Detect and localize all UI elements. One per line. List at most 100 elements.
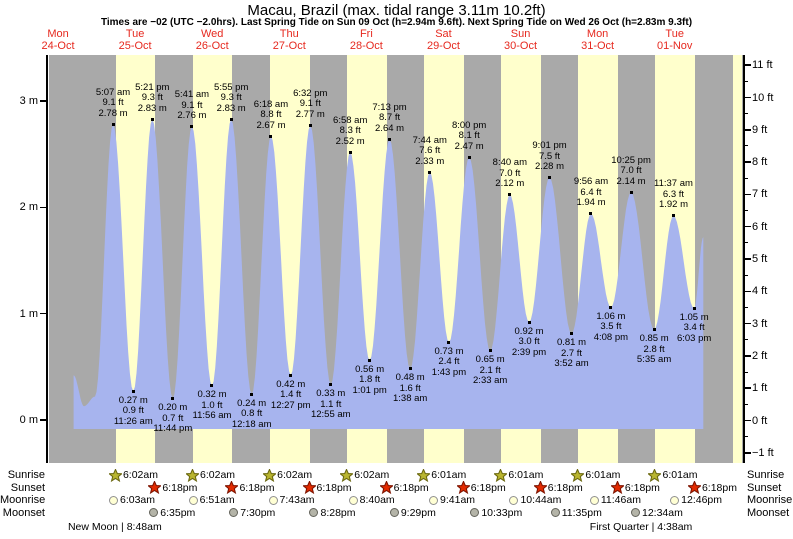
sunset-marker: 6:18pm bbox=[456, 481, 506, 495]
tide-high-label: 6:32 pm 9.1 ft 2.77 m bbox=[293, 87, 328, 120]
y-right-tick-label: 6 ft bbox=[752, 220, 768, 233]
tide-low-marker bbox=[652, 328, 656, 332]
y-right-tick bbox=[744, 129, 751, 131]
moonset-icon bbox=[149, 508, 159, 517]
tide-high-marker bbox=[671, 214, 675, 218]
moonrise-icon bbox=[268, 495, 278, 505]
sunset-time: 6:18pm bbox=[624, 481, 660, 494]
tide-high-label: 6:18 am 8.8 ft 2.67 m bbox=[253, 98, 289, 131]
day-name: Tue bbox=[125, 28, 145, 40]
tide-low-marker bbox=[171, 397, 175, 401]
row-label-right: Sunrise bbox=[747, 469, 785, 481]
y-right-tick-label: 10 ft bbox=[752, 91, 774, 104]
tide-low-label: 0.65 m 2.1 ft 2:33 am bbox=[473, 354, 508, 387]
tide-high-marker bbox=[150, 117, 154, 121]
tide-low-marker bbox=[131, 389, 135, 393]
sunset-marker: 6:18pm bbox=[302, 481, 352, 495]
y-right-minor-tick bbox=[744, 403, 748, 405]
tide-high-marker bbox=[229, 117, 233, 121]
day-date: 28-Oct bbox=[349, 39, 383, 52]
sunrise-marker: 6:02am bbox=[108, 468, 158, 482]
moonrise-marker: 12:46pm bbox=[670, 493, 722, 507]
sunset-marker: 6:18pm bbox=[687, 481, 737, 495]
moonset-marker: 8:28pm bbox=[309, 506, 356, 520]
day-date: 01-Nov bbox=[656, 39, 693, 52]
tide-high-marker bbox=[190, 125, 194, 129]
y-right-minor-tick bbox=[744, 145, 748, 147]
tide-high-label: 9:56 am 6.4 ft 1.94 m bbox=[573, 176, 609, 209]
tide-high-marker bbox=[111, 122, 115, 126]
sunset-icon bbox=[687, 481, 701, 494]
sunset-marker: 6:18pm bbox=[533, 481, 583, 495]
tide-low-label: 0.42 m 1.4 ft 12:27 pm bbox=[270, 378, 311, 411]
tide-low-marker bbox=[329, 383, 333, 387]
tide-low-label: 1.06 m 3.5 ft 4:08 pm bbox=[593, 310, 629, 343]
moonset-icon bbox=[630, 508, 640, 517]
tide-high-label: 5:07 am 9.1 ft 2.78 m bbox=[95, 86, 131, 119]
tide-low-label: 0.73 m 2.4 ft 1:43 pm bbox=[431, 345, 467, 378]
y-left-tick-label: 1 m bbox=[19, 307, 38, 320]
sunset-time: 6:18pm bbox=[701, 481, 737, 494]
y-right-tick-label: 1 ft bbox=[752, 382, 768, 395]
moonset-time: 11:35pm bbox=[561, 506, 602, 519]
moonset-icon bbox=[389, 508, 399, 517]
moonrise-icon bbox=[109, 495, 118, 505]
tide-high-marker bbox=[508, 193, 512, 197]
moonrise-marker: 6:51am bbox=[188, 493, 235, 507]
moonset-marker: 10:33pm bbox=[470, 506, 522, 520]
tide-high-marker bbox=[548, 176, 551, 180]
sunset-time: 6:18pm bbox=[470, 481, 506, 494]
day-name: Sun bbox=[510, 28, 531, 40]
moonrise-marker: 8:40am bbox=[348, 493, 395, 507]
sunset-time: 6:18pm bbox=[239, 481, 275, 494]
tide-high-marker bbox=[348, 150, 352, 154]
row-label-left: Sunset bbox=[10, 481, 45, 494]
y-right-tick bbox=[744, 64, 751, 66]
moon-phase-note: First Quarter | 4:38am bbox=[589, 521, 693, 533]
moonrise-time: 7:43am bbox=[279, 494, 315, 506]
moonrise-time: 6:51am bbox=[199, 494, 235, 506]
tide-high-marker bbox=[428, 170, 432, 174]
moonrise-icon bbox=[509, 495, 519, 505]
tide-low-marker bbox=[692, 306, 696, 310]
day-date: 25-Oct bbox=[118, 39, 152, 52]
y-right-tick-label: 4 ft bbox=[752, 285, 768, 298]
y-right-tick-label: −1 ft bbox=[752, 446, 774, 459]
sunrise-time: 6:02am bbox=[122, 469, 158, 481]
moonset-marker: 12:34am bbox=[630, 506, 683, 520]
moonrise-marker: 7:43am bbox=[268, 493, 315, 507]
moonset-time: 9:29pm bbox=[400, 506, 436, 519]
moonset-time: 8:28pm bbox=[320, 506, 356, 519]
moonrise-time: 12:46pm bbox=[681, 494, 723, 506]
y-right-tick bbox=[744, 96, 751, 99]
y-right-tick bbox=[744, 225, 751, 228]
tide-area-path bbox=[73, 119, 704, 429]
y-left-tick bbox=[39, 100, 46, 102]
y-left-tick-label: 0 m bbox=[19, 414, 38, 426]
day-date: 26-Oct bbox=[195, 39, 229, 52]
day-date: 24-Oct bbox=[41, 39, 75, 52]
moon-phase-note: New Moon | 8:48am bbox=[67, 521, 162, 533]
y-left-tick bbox=[39, 419, 46, 421]
y-right-tick-label: 7 ft bbox=[752, 188, 768, 201]
day-name: Sat bbox=[435, 28, 452, 40]
row-label-right: Moonrise bbox=[747, 494, 793, 506]
sunrise-marker: 6:01am bbox=[417, 468, 466, 482]
tide-low-marker bbox=[210, 384, 214, 388]
sunrise-time: 6:02am bbox=[277, 469, 313, 481]
sunrise-time: 6:01am bbox=[508, 469, 544, 481]
tide-high-label: 11:37 am 6.3 ft 1.92 m bbox=[654, 178, 693, 211]
row-label-right: Moonset bbox=[747, 506, 790, 519]
y-right-tick bbox=[744, 387, 751, 389]
day-name: Mon bbox=[586, 28, 609, 40]
tide-low-marker bbox=[447, 340, 451, 344]
moonrise-icon bbox=[429, 495, 439, 505]
moonset-marker: 11:35pm bbox=[550, 506, 602, 520]
tide-high-label: 7:13 pm 8.7 ft 2.64 m bbox=[372, 101, 407, 134]
tide-high-marker bbox=[269, 134, 273, 138]
sunrise-time: 6:01am bbox=[662, 469, 698, 481]
tide-low-label: 0.33 m 1.1 ft 12:55 am bbox=[310, 388, 351, 421]
moonset-marker: 9:29pm bbox=[389, 506, 436, 520]
